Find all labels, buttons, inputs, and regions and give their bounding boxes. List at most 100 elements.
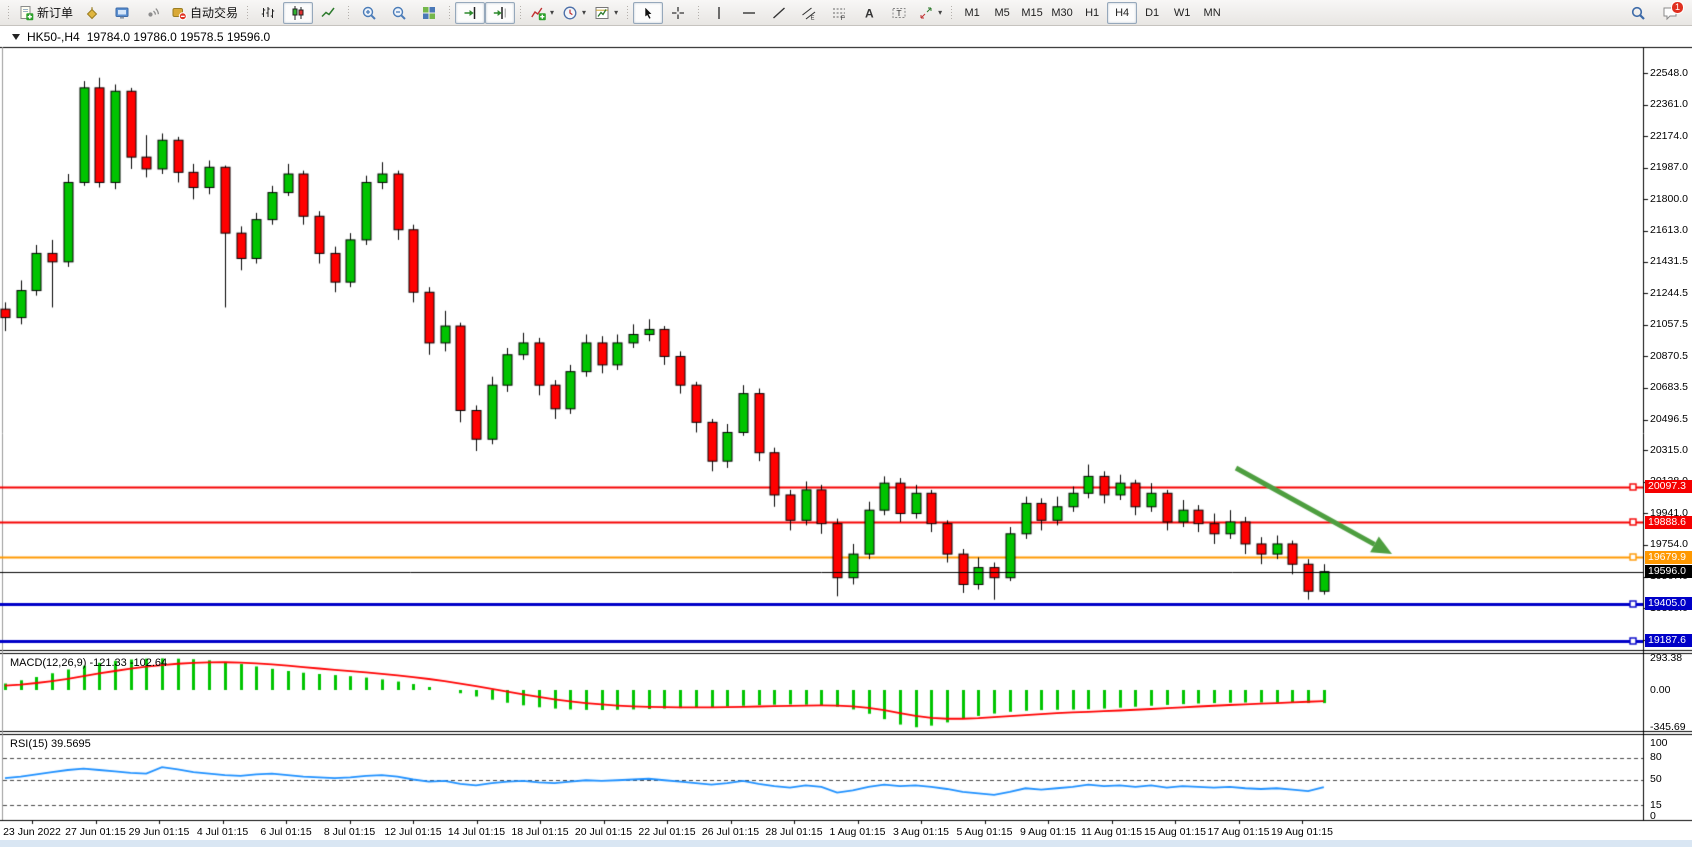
crosshair-icon (670, 5, 686, 21)
hline-button[interactable] (734, 2, 764, 24)
zoom-in-icon (361, 5, 377, 21)
hline-icon (741, 5, 757, 21)
crosshair-button[interactable] (663, 2, 693, 24)
chart-title-row: HK50-,H4 19784.0 19786.0 19578.5 19596.0 (12, 30, 270, 44)
autotrading-button[interactable]: 自动交易 (167, 2, 242, 24)
timeframe-H4-label: H4 (1115, 6, 1130, 19)
toolbar-group-grip (246, 5, 250, 20)
toolbar-group-grip (950, 5, 954, 20)
periods-icon (562, 5, 578, 21)
notification-badge: 1 (1671, 0, 1684, 14)
indicators-icon (530, 5, 546, 21)
fibonacci-icon: F (831, 5, 847, 22)
trendline-icon (771, 5, 787, 21)
chart-collapse-icon[interactable] (12, 34, 20, 40)
timeframe-H1-button[interactable]: H1 (1077, 2, 1107, 24)
chat-icon: 1 (1662, 0, 1684, 21)
signal-icon (144, 5, 160, 21)
svg-text:T: T (896, 8, 901, 18)
line-chart-icon (320, 5, 336, 21)
timeframe-MN-button[interactable]: MN (1197, 2, 1227, 24)
timeframe-M30-label: M30 (1051, 6, 1073, 19)
line-chart-button[interactable] (313, 2, 343, 24)
arrows-button[interactable]: ▾ (914, 2, 946, 24)
svg-text:F: F (841, 15, 845, 21)
search-button[interactable] (1623, 2, 1653, 24)
zoom-out-icon (391, 5, 407, 21)
timeframe-W1-label: W1 (1173, 6, 1191, 19)
timeframe-D1-button[interactable]: D1 (1137, 2, 1167, 24)
signal-button[interactable] (137, 2, 167, 24)
label-icon: T (891, 5, 907, 21)
vline-icon (711, 5, 727, 21)
toolbar-right-group: 1 (1623, 0, 1689, 24)
publisher-icon (114, 5, 130, 21)
timeframe-M15-label: M15 (1021, 6, 1043, 19)
new-order-button[interactable]: 新订单 (14, 2, 77, 24)
chart-symbol-title: HK50-,H4 (27, 30, 80, 44)
text-icon: A (861, 5, 877, 21)
trendline-button[interactable] (764, 2, 794, 24)
new-order-icon (18, 5, 34, 21)
chart-shift-button[interactable] (485, 1, 516, 24)
timeframe-W1-button[interactable]: W1 (1167, 2, 1197, 24)
autotrading-icon (171, 5, 187, 21)
cursor-button[interactable] (633, 1, 664, 24)
styler-button[interactable] (77, 2, 107, 24)
timeframe-M1-label: M1 (964, 6, 980, 19)
indicators-dropdown-icon[interactable]: ▾ (550, 8, 555, 17)
periods-button[interactable]: ▾ (558, 2, 590, 24)
timeframe-H1-label: H1 (1085, 6, 1100, 19)
toolbar: 新订单 自动交易 ▾ ▾ ▾ E F A T ▾ M1 M5 M15 M30 H1 H4 D1 W1 MN 1 (0, 0, 1692, 26)
candlestick-button[interactable] (283, 1, 314, 24)
arrows-dropdown-icon[interactable]: ▾ (938, 8, 943, 17)
bar-chart-button[interactable] (253, 2, 283, 24)
timeframe-H4-button[interactable]: H4 (1107, 1, 1138, 24)
toolbar-group-grip (7, 5, 10, 20)
timeframe-M5-button[interactable]: M5 (987, 2, 1017, 24)
rsi-indicator-label: RSI(15) 39.5695 (10, 738, 91, 750)
styler-icon (84, 5, 100, 21)
bottom-strip (0, 840, 1692, 847)
toolbar-group-grip (347, 5, 351, 20)
chart-shift-icon (492, 5, 508, 21)
search-icon (1630, 5, 1646, 21)
timeframe-M30-button[interactable]: M30 (1047, 2, 1077, 24)
svg-text:E: E (811, 15, 815, 21)
arrows-icon (918, 5, 934, 21)
publisher-button[interactable] (107, 2, 137, 24)
vline-button[interactable] (704, 2, 734, 24)
bar-chart-icon (260, 5, 276, 21)
timeframe-MN-label: MN (1203, 6, 1221, 19)
templates-button[interactable]: ▾ (590, 2, 622, 24)
autotrading-label: 自动交易 (190, 6, 239, 20)
chart-ohlc-values: 19784.0 19786.0 19578.5 19596.0 (86, 30, 271, 44)
tile-windows-icon (421, 5, 437, 21)
chat-button[interactable]: 1 (1655, 0, 1685, 24)
templates-dropdown-icon[interactable]: ▾ (614, 8, 619, 17)
indicators-button[interactable]: ▾ (526, 2, 558, 24)
text-button[interactable]: A (854, 2, 884, 24)
timeframe-M1-button[interactable]: M1 (957, 2, 987, 24)
auto-scroll-button[interactable] (455, 1, 486, 24)
tile-windows-button[interactable] (414, 2, 444, 24)
templates-icon (594, 5, 610, 21)
cursor-icon (640, 5, 656, 21)
auto-scroll-icon (462, 5, 478, 21)
macd-indicator-label: MACD(12,26,9) -121.33 -102.64 (10, 657, 168, 669)
timeframe-M5-label: M5 (994, 6, 1010, 19)
zoom-out-button[interactable] (384, 2, 414, 24)
timeframe-M15-button[interactable]: M15 (1017, 2, 1047, 24)
chart-window: HK50-,H4 19784.0 19786.0 19578.5 19596.0… (0, 26, 1692, 847)
svg-text:A: A (865, 6, 874, 20)
chart-plot-area[interactable] (0, 26, 1692, 847)
toolbar-group-grip (448, 5, 452, 20)
channel-button[interactable]: E (794, 2, 824, 24)
timeframe-D1-label: D1 (1145, 6, 1160, 19)
fibonacci-button[interactable]: F (824, 2, 854, 24)
label-button[interactable]: T (884, 2, 914, 24)
toolbar-group-grip (519, 5, 523, 20)
new-order-label: 新订单 (37, 6, 74, 20)
zoom-in-button[interactable] (354, 2, 384, 24)
periods-dropdown-icon[interactable]: ▾ (582, 8, 587, 17)
